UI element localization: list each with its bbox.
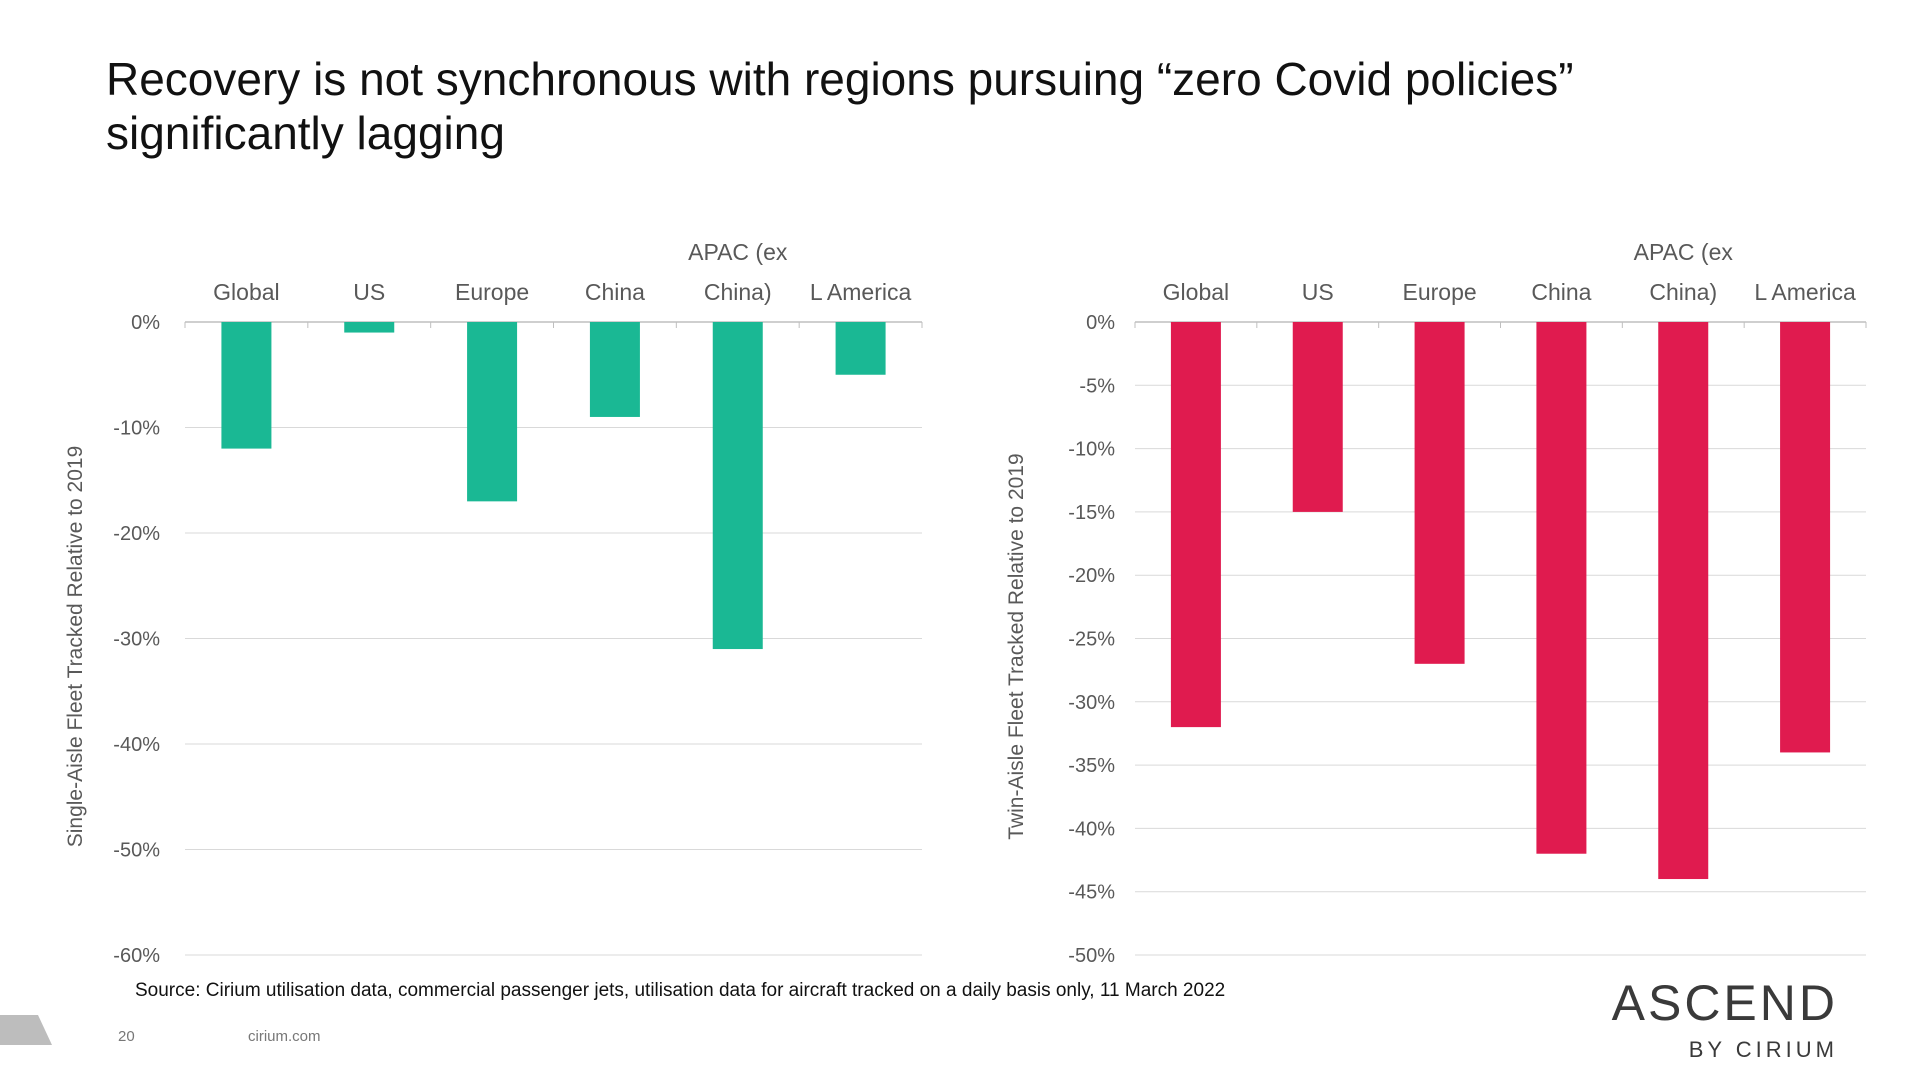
page-number: 20 xyxy=(118,1028,135,1045)
chart1-ytick-label: -10% xyxy=(113,418,160,440)
chart2-category-label: Global xyxy=(1163,279,1229,305)
chart2-category-label: China xyxy=(1531,279,1591,305)
source-note: Source: Cirium utilisation data, commerc… xyxy=(135,980,1226,1001)
chart2-ytick-label: -10% xyxy=(1068,439,1115,461)
chart2-category-label: L America xyxy=(1754,279,1856,305)
chart1-category-label: Global xyxy=(213,279,279,305)
chart2-ytick-label: -15% xyxy=(1068,502,1115,524)
chart1-category-label: China) xyxy=(704,279,772,305)
chart1-category-label: US xyxy=(353,279,385,305)
chart2-ytick-label: 0% xyxy=(1086,312,1115,334)
chart1-ytick-label: -50% xyxy=(113,840,160,862)
corner-tab-shape xyxy=(0,1015,52,1045)
chart1-bar xyxy=(589,322,640,417)
chart1-category-label: Europe xyxy=(455,279,529,305)
chart2-category-label: US xyxy=(1302,279,1334,305)
chart1-ytick-label: -20% xyxy=(113,523,160,545)
chart1-category-label: APAC (ex xyxy=(688,239,788,265)
chart2-bar xyxy=(1414,322,1465,664)
chart2-bar xyxy=(1170,322,1221,728)
ascend-logo: ASCEND BY CIRIUM xyxy=(1598,975,1838,1065)
chart1-ytick-label: -40% xyxy=(113,734,160,756)
chart1-ytick-label: -60% xyxy=(113,945,160,967)
chart2-category-label: APAC (ex xyxy=(1634,239,1734,265)
chart1-bar xyxy=(467,322,518,502)
chart1-category-label: L America xyxy=(810,279,912,305)
chart2-ytick-label: -30% xyxy=(1068,692,1115,714)
chart1-bar xyxy=(344,322,395,333)
chart2-y-axis-title: Twin-Aisle Fleet Tracked Relative to 201… xyxy=(1005,453,1028,839)
chart2-ytick-label: -35% xyxy=(1068,755,1115,777)
chart2-ytick-label: -20% xyxy=(1068,565,1115,587)
chart2-category-label: China) xyxy=(1649,279,1717,305)
chart2-ytick-label: -5% xyxy=(1079,375,1115,397)
brand-name: ASCEND xyxy=(1611,975,1838,1031)
brand-tagline: BY CIRIUM xyxy=(1688,1037,1838,1062)
chart2-ytick-label: -25% xyxy=(1068,629,1115,651)
chart2-category-label: Europe xyxy=(1402,279,1476,305)
chart2-bar xyxy=(1536,322,1587,854)
chart2-bar xyxy=(1658,322,1709,880)
chart1-ytick-label: 0% xyxy=(131,312,160,334)
site-url: cirium.com xyxy=(248,1028,321,1045)
chart1-category-label: China xyxy=(585,279,645,305)
chart2-bar xyxy=(1292,322,1343,512)
chart2-ytick-label: -50% xyxy=(1068,945,1115,967)
slide-title: Recovery is not synchronous with regions… xyxy=(106,53,1574,159)
chart2-bar xyxy=(1780,322,1831,753)
chart1-bar xyxy=(712,322,763,650)
chart1-bar xyxy=(221,322,272,449)
chart1-y-axis-title: Single-Aisle Fleet Tracked Relative to 2… xyxy=(64,446,87,848)
chart2-ytick-label: -40% xyxy=(1068,818,1115,840)
chart2-ytick-label: -45% xyxy=(1068,882,1115,904)
chart1-bar xyxy=(835,322,886,375)
chart1-ytick-label: -30% xyxy=(113,629,160,651)
